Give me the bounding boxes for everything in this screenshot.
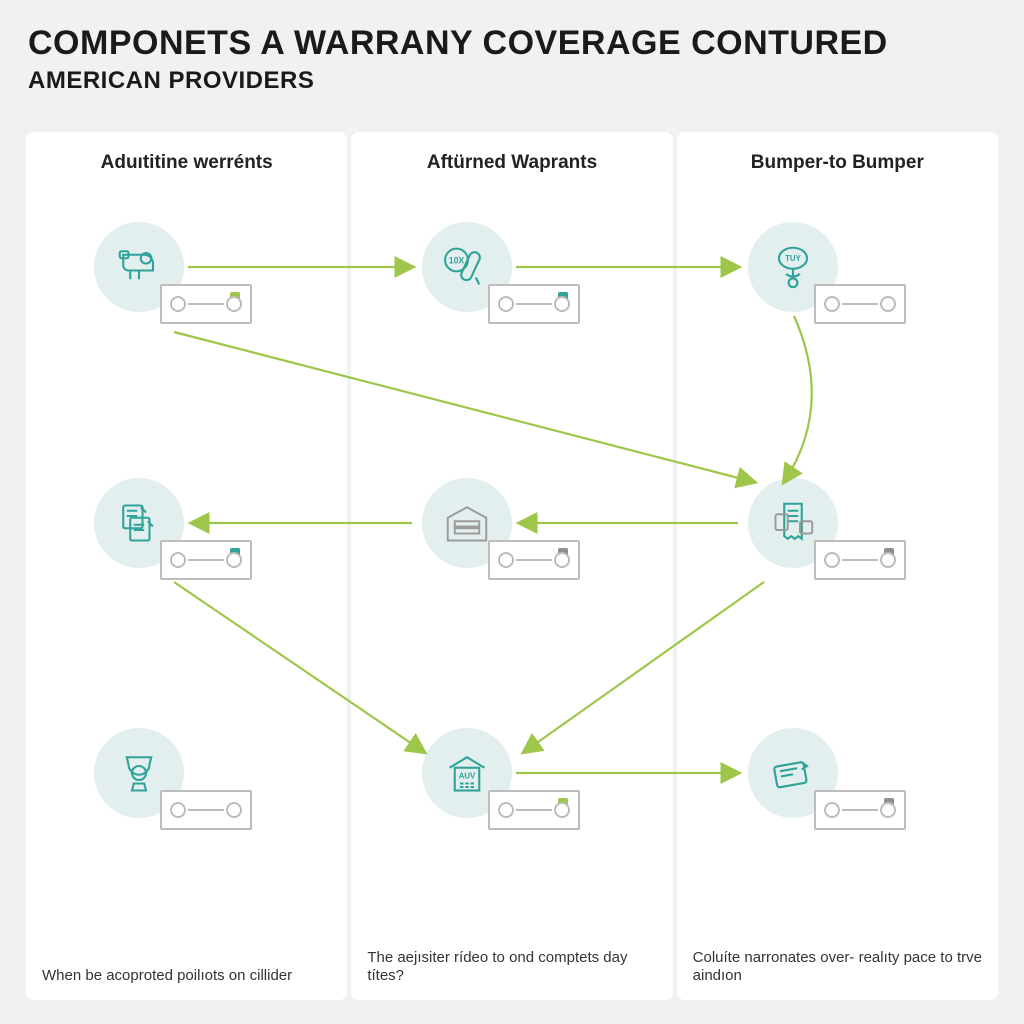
pen-icon: 10X (439, 239, 495, 295)
panel-caption-1: When be acoproted poilıots on cillider (42, 967, 331, 986)
header: COMPONETS A WARRANY COVERAGE CONTURED AM… (0, 0, 1024, 113)
label-box-5 (488, 540, 580, 580)
trophy-icon (111, 745, 167, 801)
label-box-1 (160, 284, 252, 324)
garage-icon (439, 495, 495, 551)
engine-icon (111, 239, 167, 295)
panel-title-3: Bumper-to Bumper (693, 152, 982, 174)
badge-10x: 10X (449, 256, 465, 266)
page-title: COMPONETS A WARRANY COVERAGE CONTURED (28, 24, 996, 63)
page-subtitle: AMERICAN PROVIDERS (28, 67, 996, 95)
sensor-icon: TUY (765, 239, 821, 295)
panel-title-2: Aftürned Waprants (367, 152, 656, 174)
building-icon: AUV (439, 745, 495, 801)
label-box-3 (814, 284, 906, 324)
label-box-4 (160, 540, 252, 580)
label-box-7 (160, 790, 252, 830)
badge-auv: AUV (459, 771, 476, 780)
panel-caption-2: The aejısiter rídeo to ond comptets day … (367, 949, 656, 987)
label-box-8 (488, 790, 580, 830)
badge-tuy: TUY (785, 254, 801, 263)
label-box-9 (814, 790, 906, 830)
panel-title-1: Aduıtitine werrénts (42, 152, 331, 174)
card-icon (765, 745, 821, 801)
receipt-icon (765, 495, 821, 551)
label-box-6 (814, 540, 906, 580)
docs-icon (111, 495, 167, 551)
panel-caption-3: Coluíte narronates over- realıty pace to… (693, 949, 982, 987)
label-box-2 (488, 284, 580, 324)
